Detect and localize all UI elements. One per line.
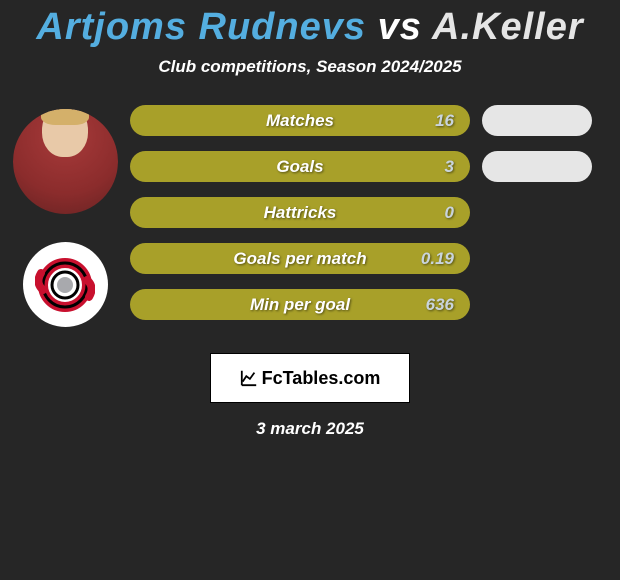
body-row: Matches 16 Goals 3 Hattricks 0 Goals per match… (0, 99, 620, 327)
stat-row: Goals per match 0.19 (130, 243, 620, 274)
stat-pill-left: Matches 16 (130, 105, 470, 136)
stat-value-left: 3 (445, 157, 454, 177)
stat-value-left: 636 (426, 295, 454, 315)
stat-value-left: 0 (445, 203, 454, 223)
stat-pill-left: Goals 3 (130, 151, 470, 182)
hurricane-logo-icon (35, 255, 95, 315)
avatar-column (0, 99, 130, 327)
stat-pill-left: Min per goal 636 (130, 289, 470, 320)
site-logo-box: FcTables.com (210, 353, 410, 403)
stat-value-left: 16 (435, 111, 454, 131)
stat-label: Min per goal (250, 295, 350, 315)
stat-label: Hattricks (264, 203, 337, 223)
stat-row: Goals 3 (130, 151, 620, 182)
player2-name: A.Keller (432, 6, 584, 48)
stat-pill-right (482, 151, 592, 182)
stat-pill-right (482, 105, 592, 136)
stat-label: Goals per match (233, 249, 366, 269)
subtitle: Club competitions, Season 2024/2025 (158, 57, 461, 77)
stat-row: Matches 16 (130, 105, 620, 136)
comparison-title: Artjoms Rudnevs vs A.Keller (36, 6, 583, 49)
vs-word: vs (378, 6, 422, 48)
stat-pill-left: Goals per match 0.19 (130, 243, 470, 274)
site-label: FcTables.com (262, 368, 381, 389)
footer-block: FcTables.com 3 march 2025 (0, 353, 620, 439)
infographic-container: Artjoms Rudnevs vs A.Keller Club competi… (0, 0, 620, 580)
player1-avatar (13, 109, 118, 214)
date-line: 3 march 2025 (256, 419, 364, 439)
stat-row: Hattricks 0 (130, 197, 620, 228)
player2-avatar (23, 242, 108, 327)
player1-photo (13, 109, 118, 214)
chart-icon (240, 369, 258, 387)
stats-column: Matches 16 Goals 3 Hattricks 0 Goals per match… (130, 99, 620, 320)
stat-pill-left: Hattricks 0 (130, 197, 470, 228)
player1-name: Artjoms Rudnevs (36, 6, 366, 48)
stat-label: Matches (266, 111, 334, 131)
stat-row: Min per goal 636 (130, 289, 620, 320)
stat-label: Goals (276, 157, 323, 177)
stat-value-left: 0.19 (421, 249, 454, 269)
